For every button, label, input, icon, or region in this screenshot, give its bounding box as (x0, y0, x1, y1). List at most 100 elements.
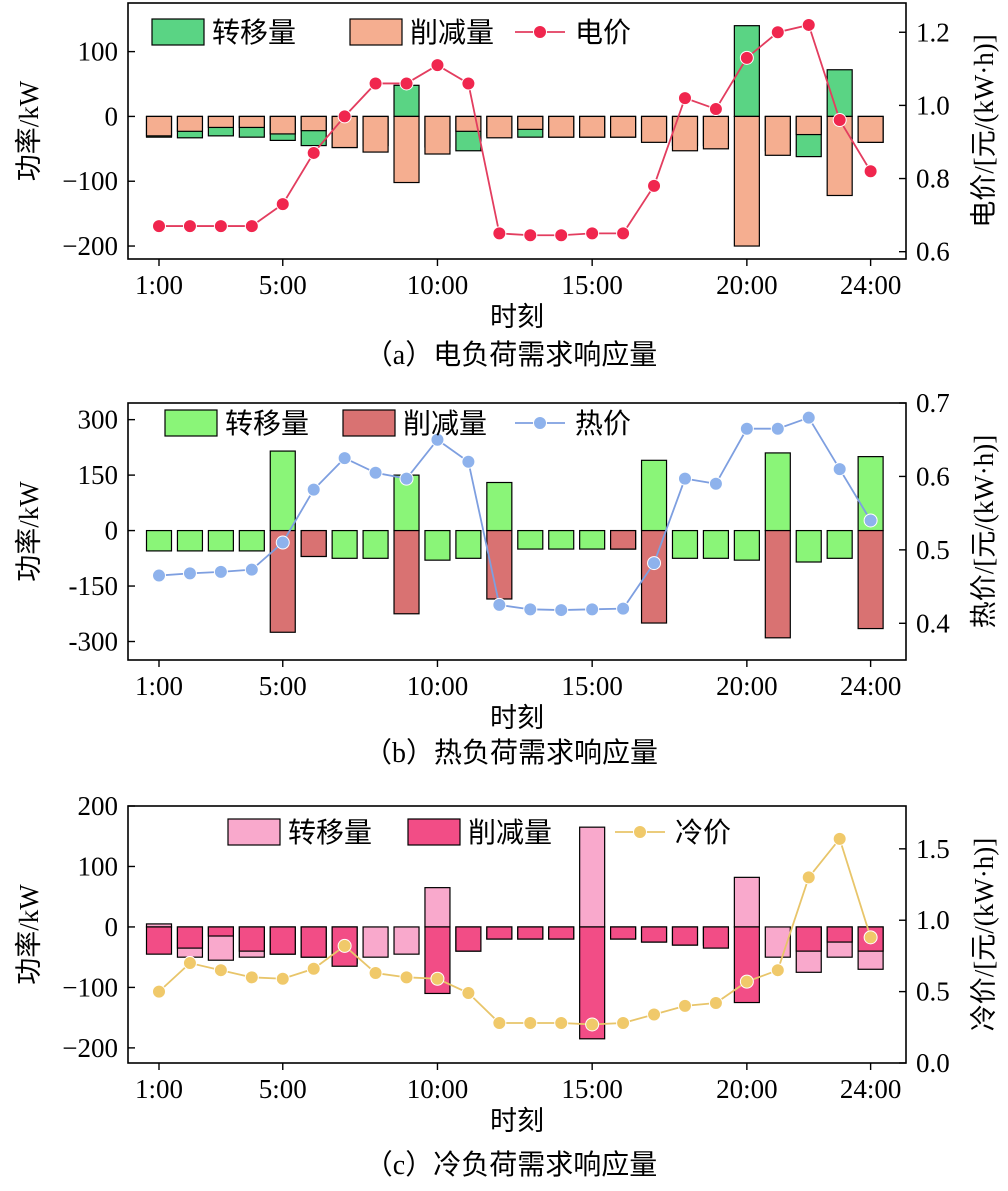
panel-2-ylabel-left: 功率/kW (14, 481, 44, 582)
panel-1-bar-cut (455, 115, 482, 132)
panel-2-legend-label: 热价 (575, 408, 631, 440)
panel-3-ytick-label-right: 1.0 (916, 905, 950, 935)
panel-3-bar-transfer (424, 887, 451, 928)
panel-2-bar-cut (393, 529, 420, 615)
panel-3-ylabel-left: 功率/kW (14, 884, 44, 985)
panel-2-legend-swatch (342, 409, 396, 437)
panel-2-bar-transfer (702, 529, 730, 559)
panel-1-price-point (616, 226, 631, 241)
panel-2-ytick-label-right: 0.4 (916, 608, 950, 638)
panel-3-price-point (213, 963, 228, 978)
panel-2-price-point (770, 421, 785, 436)
panel-2-ytick-label-right: 0.6 (916, 461, 950, 491)
panel-1-price-point (523, 228, 538, 243)
panel-1-ytick-label-right: 0.6 (916, 237, 950, 267)
panel-3-bar-cut (548, 926, 575, 940)
panel-1-bar-cut (826, 115, 853, 197)
panel-2-bar-transfer (145, 529, 173, 552)
panel-2-bar-transfer (331, 529, 358, 559)
panel-2-ytick-label-left: 150 (78, 460, 119, 490)
panel-2-ytick-label-right: 0.7 (916, 388, 950, 418)
panel-2-bar-transfer (238, 529, 265, 552)
panel-1-ylabel-right: 电价/[元/(kW·h)] (969, 34, 999, 227)
panel-2-xtick-label: 10:00 (407, 671, 469, 701)
panel-2-bar-transfer (640, 459, 668, 532)
panel-2-ytick-label-left: -300 (69, 627, 119, 657)
panel-2-price-point (708, 476, 723, 491)
panel-3-ytick-label-left: 100 (78, 851, 119, 881)
panel-2-price-point (152, 568, 166, 583)
panel-2-xlabel: 时刻 (490, 703, 544, 733)
panel-1-bar-cut (393, 115, 420, 184)
panel-3-ytick-label-left: −200 (62, 1033, 118, 1063)
panel-1-ytick-label-right: 1.0 (916, 90, 950, 120)
panel-2-ylabel-right: 热价/[元/(kW·h)] (969, 435, 999, 628)
panel-3-bar-cut (671, 926, 699, 946)
panel-1-bar-cut (207, 115, 234, 129)
panel-3-bar-cut (609, 926, 637, 940)
panel-2-bar-transfer (671, 529, 699, 559)
panel-2-caption: （b）热负荷需求响应量 (364, 737, 658, 769)
panel-2-bar-transfer (176, 529, 204, 552)
panel-2-price-point (399, 471, 414, 486)
panel-2-bar-transfer (455, 529, 482, 559)
panel-3-caption: （c）冷负荷需求响应量 (365, 1149, 657, 1181)
panel-3-bar-cut (269, 926, 296, 955)
panel-3-price-point (554, 1016, 569, 1031)
panel-1-price-point (275, 197, 290, 212)
panel-3-price-point (461, 986, 476, 1001)
panel-1-price-line (159, 23, 872, 237)
panel-1-bar-cut (795, 115, 822, 136)
panel-1-bar-cut (579, 115, 606, 138)
panel-2-price-point (430, 432, 445, 447)
panel-2-bar-transfer (207, 529, 234, 552)
panel-1-price-point (585, 226, 600, 241)
panel-3-xlabel: 时刻 (490, 1106, 544, 1136)
panel-2-bar-transfer (795, 529, 822, 563)
panel-1-bar-cut (300, 115, 327, 132)
panel-3-bar-cut (238, 926, 265, 952)
panel-1-ytick-label-left: −200 (62, 231, 118, 261)
panel-3-price-point (306, 961, 321, 976)
panel-1-bar-cut (176, 115, 204, 132)
panel-1-plot-frame (127, 2, 907, 260)
panel-1-price-point (708, 102, 723, 117)
panel-3-price-point (523, 1016, 538, 1031)
panel-1-price-point (213, 219, 228, 234)
panel-3-price-point (152, 984, 166, 999)
panel-3-bar-cut (300, 926, 327, 958)
panel-2-xtick-label: 20:00 (716, 671, 778, 701)
panel-1-ytick-label-right: 0.8 (916, 164, 950, 194)
panel-2-price-point (492, 597, 507, 612)
panel-1-bar-transfer (393, 84, 420, 118)
panel-2-price-point (213, 564, 228, 579)
panel-2-bar-cut (609, 529, 637, 550)
panel-3-bar-cut (455, 926, 482, 952)
panel-1-xtick-label: 20:00 (716, 270, 778, 300)
panel-3-bar-cut (517, 926, 544, 940)
panel-3-bar-cut (176, 926, 204, 949)
panel-3-price-point (616, 1016, 631, 1031)
panel-3-bar-cut (733, 926, 760, 1004)
panel-3-xtick-label: 5:00 (259, 1074, 307, 1104)
panel-1-price-point (770, 25, 785, 40)
panel-3-bar-cut (826, 926, 853, 943)
panel-2-ytick-label-left: -150 (69, 571, 119, 601)
panel-2-price-point (616, 601, 631, 616)
panel-3-ytick-label-right: 0.0 (916, 1048, 950, 1078)
panel-3-price-line (158, 836, 872, 1026)
panel-2-bar-cut (764, 529, 791, 639)
panel-1-bar-cut (269, 115, 296, 135)
panel-3-ytick-label-right: 1.5 (916, 834, 950, 864)
panel-3-bar-cut (795, 926, 822, 952)
panel-2-xtick-label: 15:00 (561, 671, 623, 701)
panel-3-ytick-label-left: 200 (78, 791, 119, 821)
panel-2-bar-transfer (269, 450, 296, 532)
panel-2-price-point (554, 603, 569, 618)
panel-1-ytick-label-left: 0 (105, 101, 119, 131)
panel-2-bar-transfer (548, 529, 575, 550)
panel-2-bar-transfer (733, 529, 760, 561)
panel-1-price-point (337, 109, 352, 124)
panel-3-ytick-label-left: 0 (105, 912, 119, 942)
